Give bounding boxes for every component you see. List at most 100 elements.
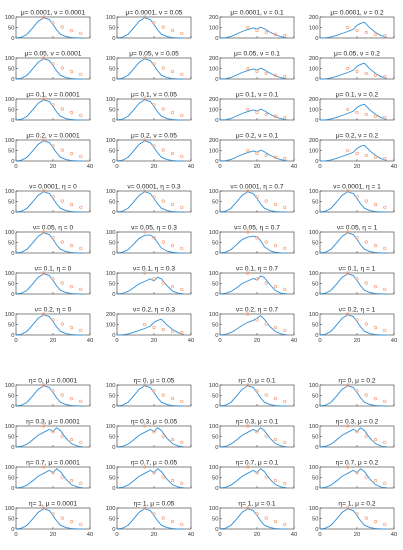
observed-point [346,189,350,193]
y-tick-label: 100 [209,312,219,318]
y-tick-label: 100 [106,323,116,329]
model-series-line [319,385,387,407]
subplot: ν= 0.0001, η = 1 0 50 100 [309,184,395,216]
y-tick-label: 200 [209,15,219,21]
subplot: μ= 0.1, ν = 0.1 0 100 200 [209,92,295,124]
observed-point [152,325,156,330]
observed-point [161,148,165,152]
model-series-line [116,276,184,295]
y-tick-label: 50 [109,476,115,482]
model-series-line [219,385,287,407]
y-tick-label: 0 [215,36,218,42]
y-tick-label: 0 [112,159,115,165]
observed-point [69,285,74,289]
observed-point [355,236,359,240]
observed-point [246,148,250,153]
subplot-title: μ= 0.05, ν = 0.1 [234,51,280,58]
observed-point [255,277,259,281]
y-tick-label: 0 [112,77,115,83]
observed-point [283,399,287,404]
observed-point [51,512,55,516]
axes-box [219,507,295,530]
subplot-title: η= 1, μ = 0.05 [134,501,175,508]
y-tick-label: 100 [106,189,116,195]
x-tick-label: 20 [151,164,157,170]
axes-box [219,272,295,295]
model-series-line [116,140,184,162]
observed-point [152,236,156,240]
axes-box [116,384,192,407]
observed-point [51,318,55,322]
x-tick-label: 20 [354,338,360,344]
model-series-line [15,140,83,162]
axes-box [15,231,91,254]
model-series-line [319,191,387,213]
observed-point [152,277,156,281]
observed-point [264,240,268,244]
x-tick-label: 20 [254,164,260,170]
observed-point [283,481,287,486]
observed-point [170,329,175,333]
model-series-line [219,427,287,448]
observed-point [264,475,268,479]
y-tick-label: 100 [5,56,15,62]
observed-point [246,312,250,316]
y-tick-label: 0 [112,292,115,298]
x-tick-label: 0 [115,164,118,170]
y-tick-label: 0 [215,404,218,410]
y-tick-label: 0 [112,36,115,42]
observed-point [42,138,46,142]
y-tick-label: 50 [312,517,318,523]
y-tick-label: 0 [315,77,318,83]
observed-point [51,144,55,148]
observed-point [383,328,387,333]
model-series-line [116,234,184,254]
subplot: μ= 0.0001, ν = 0.05 0 50 100 [106,10,192,42]
y-tick-label: 50 [109,517,115,523]
y-tick-label: 0 [11,159,14,165]
observed-point [180,481,184,486]
observed-point [79,246,83,251]
subplot-title: ν= 0.2, η = 0.7 [236,307,278,314]
y-tick-label: 0 [215,333,218,339]
observed-point [373,32,378,36]
y-tick-label: 0 [112,118,115,124]
axes-box [116,507,192,530]
observed-point [255,430,259,434]
subplot-title: μ= 0.1, ν = 0.05 [131,92,177,99]
observed-point [51,236,55,240]
subplot: μ= 0.2, ν = 0.1 0 100 200 0 20 40 [209,133,297,171]
observed-point [79,31,83,36]
model-series-line [319,314,387,336]
observed-point [273,397,278,401]
observed-point [383,440,387,445]
y-tick-label: 100 [106,271,116,277]
y-tick-label: 100 [106,383,116,389]
y-tick-label: 100 [5,312,15,318]
observed-point [79,113,83,118]
x-tick-label: 0 [318,164,321,170]
y-tick-label: 100 [5,230,15,236]
y-tick-label: 100 [309,465,319,471]
y-tick-label: 100 [5,383,15,389]
observed-point [383,34,387,38]
observed-point [161,281,165,285]
x-tick-label: 40 [188,164,194,170]
model-series-line [219,108,287,121]
subplot-title: ν= 0.05, η = 0 [33,225,74,232]
y-tick-label: 0 [11,445,14,451]
subplot-title: μ= 0.05, ν = 0.0001 [25,51,82,58]
x-tick-label: 0 [318,532,321,538]
y-tick-label: 50 [109,149,115,155]
y-tick-label: 100 [5,97,15,103]
y-tick-label: 100 [106,465,116,471]
x-tick-label: 40 [391,338,397,344]
y-tick-label: 50 [312,282,318,288]
observed-point [246,424,250,428]
y-tick-label: 0 [215,159,218,165]
subplot-title: η= 0.7, μ = 0.2 [336,460,379,467]
observed-point [180,522,184,527]
observed-point [60,281,64,285]
model-series-line [219,275,287,295]
x-tick-label: 0 [218,532,221,538]
